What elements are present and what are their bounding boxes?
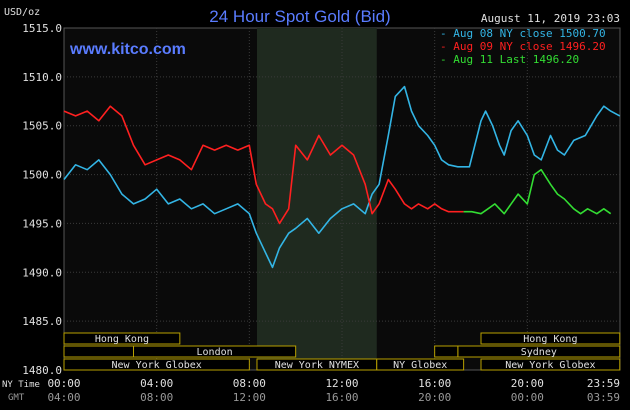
x-tick-label-gmt: 16:00 [325,391,358,404]
legend: - Aug 08 NY close 1500.70- Aug 09 NY clo… [440,27,606,66]
x-tick-label-gmt: 03:59 [587,391,620,404]
legend-entry-0: - Aug 08 NY close 1500.70 [440,27,606,40]
y-axis-ticks: 1515.0 1510.0 1505.0 1500.0 1495.0 1490.0 1485… [22,22,62,377]
session-bar [480,332,621,345]
session-bar [63,332,181,345]
session-label: Sydney [521,347,557,358]
y-tick-label: 1515.0 [22,22,62,35]
nymex-session-shade [256,28,377,370]
y-tick-label: 1510.0 [22,71,62,84]
x-tick-label-gmt: 00:00 [511,391,544,404]
x-tick-label-ny: 23:59 [587,377,620,390]
session-bar [480,358,621,371]
x-tick-label-gmt: 08:00 [140,391,173,404]
session-bar [434,345,459,358]
session-label: Hong Kong [95,334,149,345]
x-tick-label-ny: 16:00 [418,377,451,390]
session-label: New York Globex [505,360,595,371]
y-tick-label: 1490.0 [22,266,62,279]
x-tick-label-ny: 12:00 [325,377,358,390]
session-bar [376,358,465,371]
grid-lines [64,28,620,370]
session-label: New York Globex [112,360,202,371]
x-tick-label-gmt: 04:00 [47,391,80,404]
ny-time-label: NY Time [2,380,40,390]
y-tick-label: 1480.0 [22,364,62,377]
date-stamp: August 11, 2019 23:03 [481,12,620,25]
series-line-0 [63,85,621,269]
chart-title: 24 Hour Spot Gold (Bid) [209,7,390,26]
x-tick-label-ny: 04:00 [140,377,173,390]
x-tick-label-gmt: 20:00 [418,391,451,404]
x-tick-label-gmt: 12:00 [233,391,266,404]
session-bars: Hong Kong Hong Kong London Sydney New York G… [63,332,621,371]
session-bar [63,345,134,358]
y-tick-label: 1495.0 [22,217,62,230]
session-bar [63,358,250,371]
session-label: NY Globex [393,360,447,371]
series-line-2 [463,168,612,215]
series-lines [63,85,621,269]
legend-entry-2: - Aug 11 Last 1496.20 [440,53,579,66]
session-label: Hong Kong [523,334,577,345]
session-label: New York NYMEX [275,360,359,371]
x-tick-label-ny: 20:00 [511,377,544,390]
unit-label: USD/oz [4,7,40,18]
y-tick-label: 1485.0 [22,315,62,328]
series-line-1 [63,105,464,225]
y-tick-label: 1500.0 [22,169,62,182]
x-tick-label-ny: 08:00 [233,377,266,390]
legend-entry-1: - Aug 09 NY close 1496.20 [440,40,606,53]
site-watermark: www.kitco.com [69,41,186,58]
gmt-label: GMT [8,393,25,403]
x-tick-label-ny: 00:00 [47,377,80,390]
y-tick-label: 1505.0 [22,120,62,133]
session-label: London [197,347,233,358]
x-axis-ticks: 00:0004:0004:0008:0008:0012:0012:0016:00… [47,377,620,404]
